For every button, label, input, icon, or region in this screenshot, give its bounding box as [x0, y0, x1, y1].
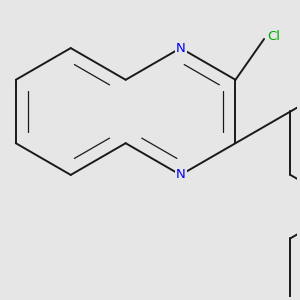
- Text: N: N: [176, 168, 185, 182]
- Text: N: N: [176, 42, 185, 55]
- Text: Cl: Cl: [268, 30, 281, 43]
